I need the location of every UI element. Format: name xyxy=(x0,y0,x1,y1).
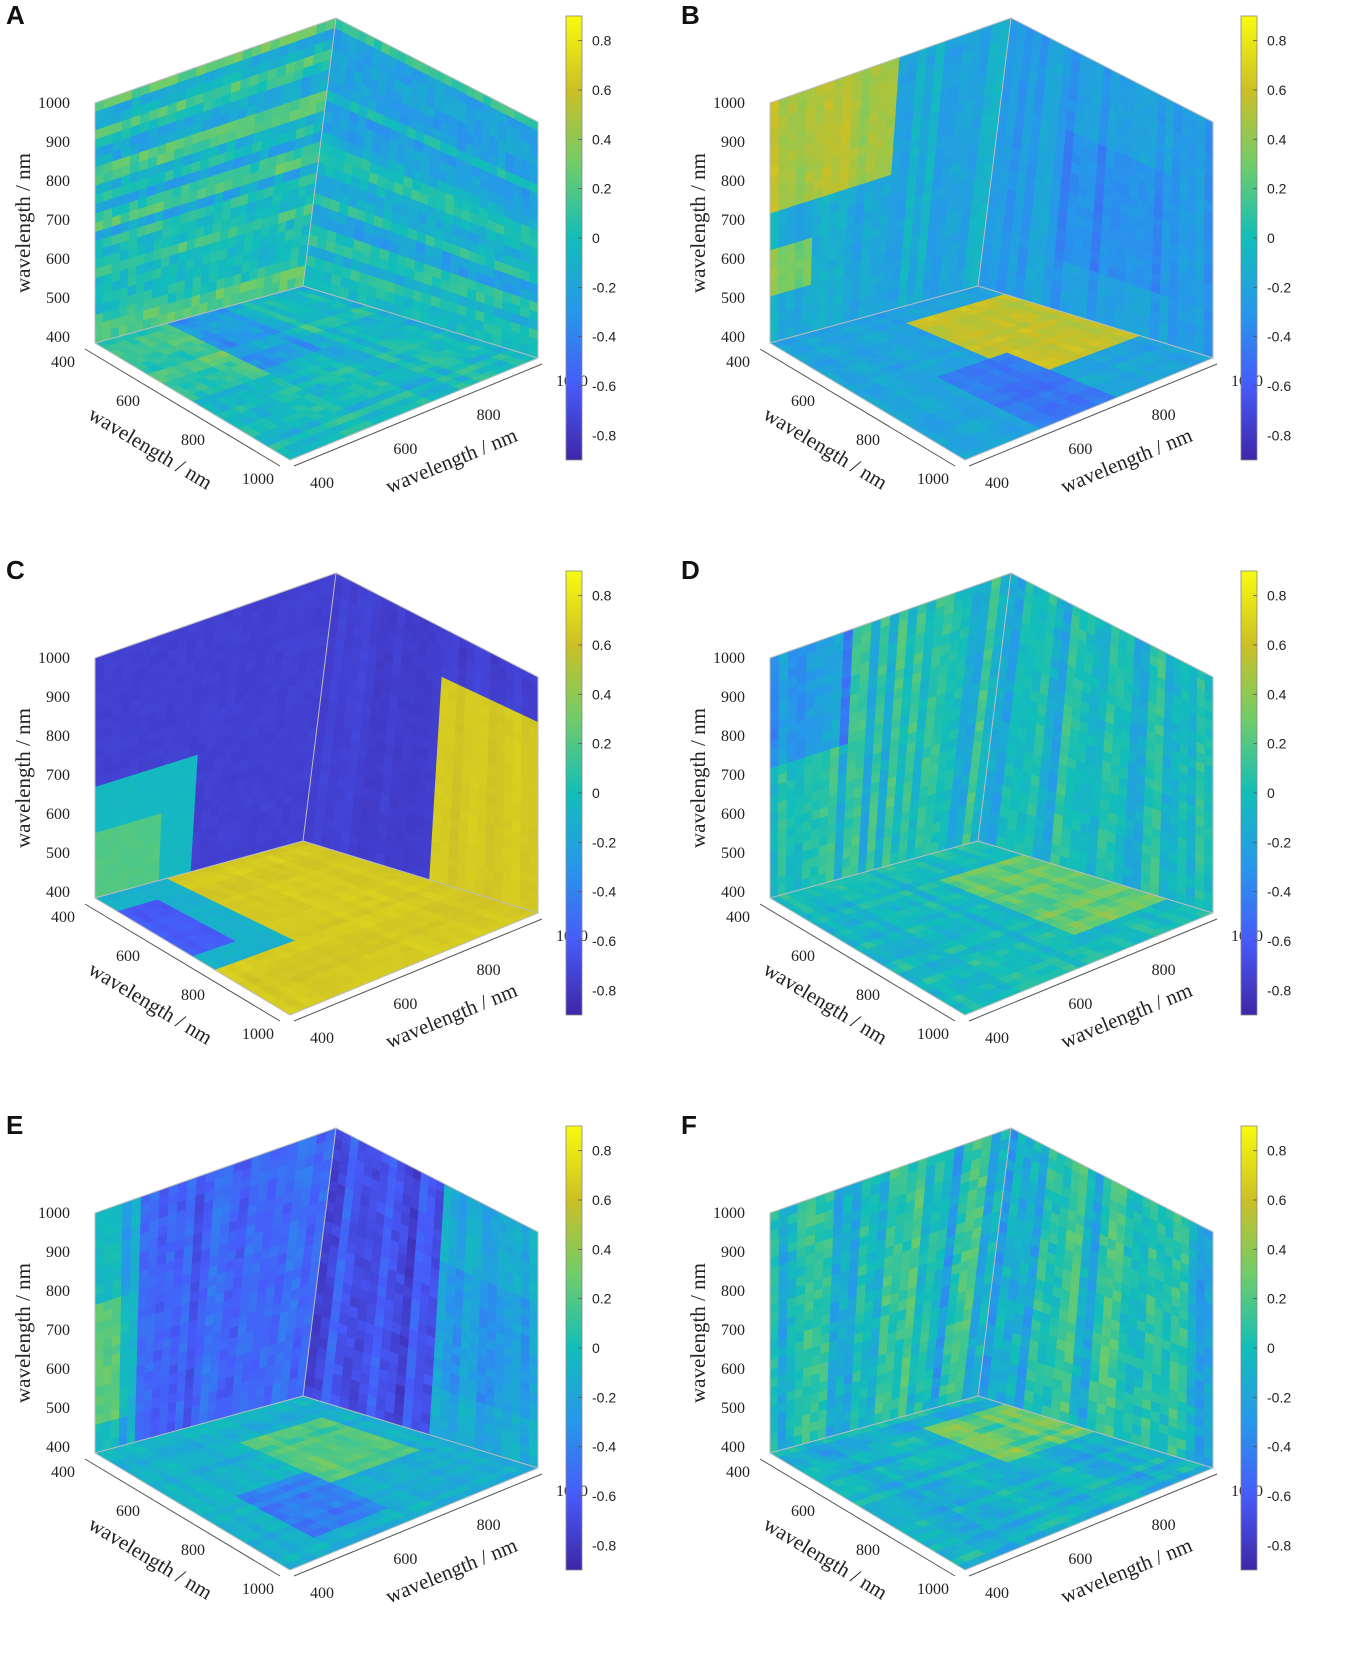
colorbar-tick-label: 0.4 xyxy=(1267,131,1287,147)
y-tick-label: 600 xyxy=(1068,441,1092,458)
y-axis-line xyxy=(293,363,543,467)
colorbar-tick-label: -0.8 xyxy=(1267,427,1291,443)
colorbar-tick-label: -0.6 xyxy=(592,378,616,394)
box-edge xyxy=(289,357,539,461)
box-edge xyxy=(94,342,291,461)
x-tick-label: 400 xyxy=(51,354,75,371)
colorbar-tick-label: 0.6 xyxy=(1267,82,1287,98)
left-wall-face xyxy=(94,17,337,344)
right-wall-face xyxy=(977,17,1214,359)
colorbar-tick-label: -0.4 xyxy=(592,329,616,345)
z-axis-label: wavelength / nm xyxy=(686,153,710,293)
colorbar-tick-label: 0.8 xyxy=(1267,33,1287,49)
colorbar-tick-label: -0.8 xyxy=(592,427,616,443)
z-tick-label: 400 xyxy=(46,329,70,346)
x-tick-label: 800 xyxy=(181,432,205,449)
panel-a: A 400 500 600 700 800 900 1000 wavelength / nm 4… xyxy=(0,0,675,555)
x-tick-label: 1000 xyxy=(242,471,274,488)
y-tick-label: 400 xyxy=(310,475,334,492)
axis-lines xyxy=(84,348,543,467)
colorbar-tick-label: 0.8 xyxy=(592,33,612,49)
x-tick-label: 600 xyxy=(116,393,140,410)
cube-chart: 400 500 600 700 800 900 1000 wavelength / nm 400… xyxy=(11,15,616,498)
z-tick-label: 500 xyxy=(46,290,70,307)
z-tick-label: 900 xyxy=(46,134,70,151)
colorbar-tick-label: -0.6 xyxy=(1267,378,1291,394)
z-tick-label: 400 xyxy=(721,329,745,346)
z-tick-label: 600 xyxy=(721,251,745,268)
box-edge xyxy=(94,285,304,344)
colorbar-tick-label: 0.2 xyxy=(1267,181,1287,197)
z-tick-label: 800 xyxy=(721,173,745,190)
y-axis-label: wavelength / nm xyxy=(1057,423,1196,498)
y-tick-label: 800 xyxy=(1152,407,1176,424)
z-tick-label: 900 xyxy=(721,134,745,151)
box-edge xyxy=(302,285,539,359)
y-tick-label: 800 xyxy=(477,407,501,424)
colorbar-tick-label: 0.6 xyxy=(592,82,612,98)
left-wall-face xyxy=(769,17,1012,344)
box-edge xyxy=(335,17,539,123)
z-tick-label: 700 xyxy=(721,212,745,229)
z-axis-label: wavelength / nm xyxy=(11,153,35,293)
colorbar-tick-label: 0.2 xyxy=(592,181,612,197)
x-axis-line xyxy=(84,348,281,467)
floor-face xyxy=(94,285,539,461)
z-tick-label: 1000 xyxy=(713,95,745,112)
y-tick-label: 600 xyxy=(393,441,417,458)
y-axis-label: wavelength / nm xyxy=(382,423,521,498)
colorbar-tick-label: 0 xyxy=(1267,230,1275,246)
panel-letter: A xyxy=(6,0,25,30)
box-edge xyxy=(94,17,337,104)
colorbar-tick-label: 0.4 xyxy=(592,131,612,147)
axes-box xyxy=(94,17,539,461)
colorbar-tick-label: -0.4 xyxy=(1267,329,1291,345)
colorbar-tick-label: -0.2 xyxy=(1267,279,1291,295)
panel-b: B 400 500 600 700 800 900 1000 wavelength / nm 4… xyxy=(675,0,1350,555)
x-tick-label: 400 xyxy=(726,354,750,371)
panel-letter: B xyxy=(681,0,700,30)
z-tick-label: 700 xyxy=(46,212,70,229)
z-tick-label: 500 xyxy=(721,290,745,307)
cube-chart: 400 500 600 700 800 900 1000 wavelength / nm 400… xyxy=(686,15,1291,498)
x-tick-label: 600 xyxy=(791,393,815,410)
z-tick-label: 600 xyxy=(46,251,70,268)
box-edge xyxy=(302,17,337,287)
z-tick-label: 800 xyxy=(46,173,70,190)
x-tick-label: 800 xyxy=(856,432,880,449)
y-tick-label: 400 xyxy=(985,475,1009,492)
colorbar-tick-label: -0.2 xyxy=(592,279,616,295)
x-tick-label: 1000 xyxy=(917,471,949,488)
colorbar-tick-label: 0 xyxy=(592,230,600,246)
panel-c: C 400 500 600 700 800 900 1000 wavelength / nm 4… xyxy=(0,555,675,1110)
z-tick-label: 1000 xyxy=(38,95,70,112)
right-wall-face xyxy=(302,17,539,359)
